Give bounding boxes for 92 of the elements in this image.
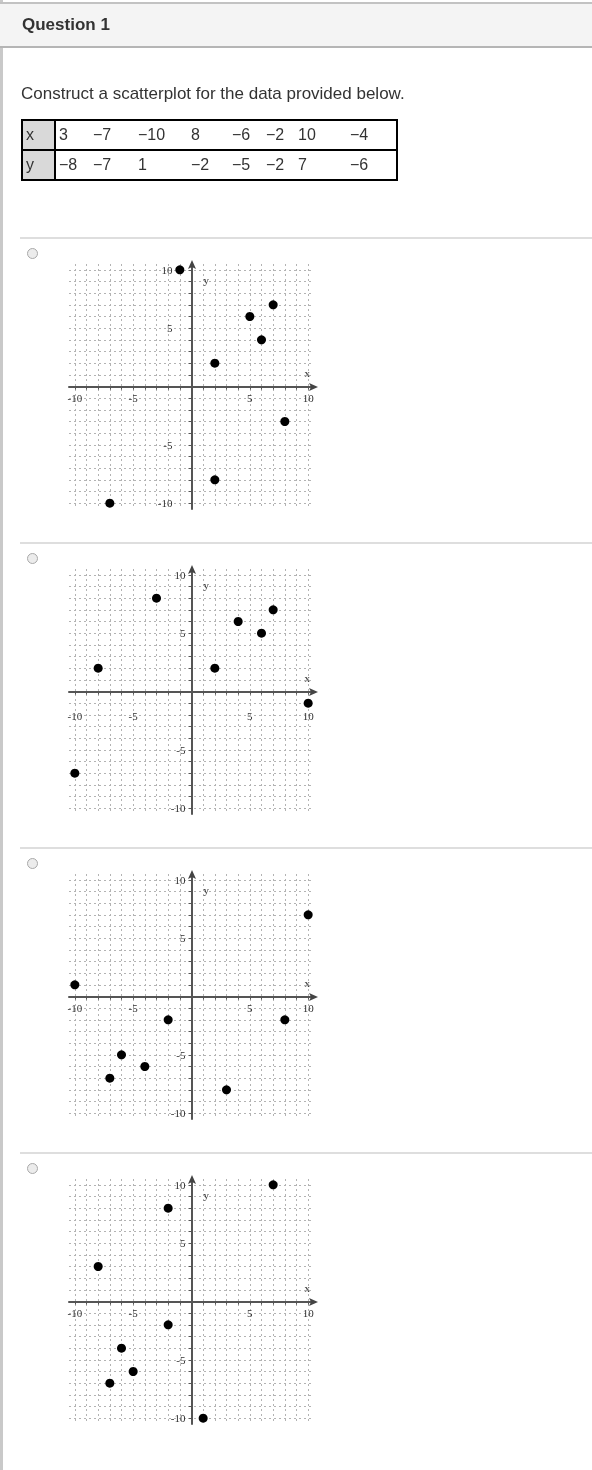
text: −2 bbox=[263, 150, 295, 180]
point bbox=[105, 1378, 115, 1388]
point bbox=[198, 1413, 208, 1423]
point bbox=[268, 300, 278, 310]
x-tick-label: 5 bbox=[247, 392, 254, 404]
point bbox=[280, 417, 290, 426]
x-tick-label: 10 bbox=[302, 1002, 315, 1014]
y-tick-label: 10 bbox=[161, 263, 173, 276]
point bbox=[93, 663, 103, 673]
x-tick-label: 10 bbox=[302, 1307, 315, 1319]
point bbox=[210, 475, 220, 485]
x-tick-label: 10 bbox=[302, 392, 315, 404]
text: 1 bbox=[135, 150, 188, 180]
point bbox=[140, 1062, 150, 1071]
text: −8 bbox=[55, 150, 90, 180]
y-tick-label: -5 bbox=[176, 743, 186, 756]
text: −2 bbox=[188, 150, 229, 180]
y-tick-label: -5 bbox=[163, 438, 173, 451]
point bbox=[257, 628, 266, 638]
y-tick-label: -10 bbox=[170, 1107, 186, 1120]
point bbox=[303, 910, 313, 920]
y-tick-label: 5 bbox=[167, 322, 173, 335]
x-tick-label: -5 bbox=[128, 392, 139, 404]
y-axis-title: y bbox=[203, 884, 210, 896]
x-tick-label: 5 bbox=[247, 710, 254, 722]
x-axis-title: x bbox=[304, 367, 311, 379]
x-tick-label: -5 bbox=[128, 1002, 139, 1014]
text: −6 bbox=[231, 125, 252, 145]
point bbox=[163, 1015, 173, 1025]
point bbox=[280, 1015, 290, 1025]
x-tick-label: -10 bbox=[67, 1002, 83, 1014]
text: Question 1 bbox=[22, 15, 110, 35]
y-tick-label: 5 bbox=[180, 1237, 186, 1250]
y-axis-title: y bbox=[203, 579, 210, 591]
point bbox=[257, 335, 266, 345]
point bbox=[175, 265, 185, 275]
text: −5 bbox=[229, 150, 263, 180]
y-axis-title: y bbox=[203, 274, 210, 286]
point bbox=[233, 617, 243, 626]
point bbox=[222, 1085, 231, 1095]
point bbox=[117, 1343, 126, 1353]
x-axis-title: x bbox=[304, 1282, 311, 1294]
x-tick-label: 5 bbox=[247, 1002, 254, 1014]
point bbox=[210, 663, 220, 673]
text: Construct a scatterplot for the data provided below. bbox=[21, 84, 405, 104]
y-tick-label: -5 bbox=[176, 1353, 186, 1366]
x-axis-title: x bbox=[304, 672, 311, 684]
y-tick-label: 5 bbox=[180, 627, 186, 640]
y-tick-label: 10 bbox=[174, 1178, 186, 1191]
point bbox=[210, 358, 220, 368]
point bbox=[93, 1262, 103, 1271]
point bbox=[152, 593, 161, 603]
point bbox=[70, 768, 80, 778]
y-tick-label: -10 bbox=[170, 802, 186, 815]
point bbox=[128, 1367, 138, 1376]
y-tick-label: -5 bbox=[176, 1048, 186, 1061]
y-tick-label: 10 bbox=[174, 873, 186, 886]
text: y bbox=[22, 150, 55, 180]
text: −2 bbox=[265, 125, 286, 145]
point bbox=[105, 1073, 115, 1083]
y-tick-label: 10 bbox=[174, 568, 186, 581]
text: 3 bbox=[58, 125, 69, 145]
point bbox=[163, 1203, 173, 1213]
point bbox=[268, 605, 278, 615]
text: −10 bbox=[137, 125, 167, 145]
y-tick-label: -10 bbox=[157, 497, 173, 510]
x-tick-label: 10 bbox=[302, 710, 315, 722]
text: 7 bbox=[295, 150, 347, 180]
text: −7 bbox=[92, 125, 113, 145]
point bbox=[268, 1180, 278, 1190]
point bbox=[245, 312, 255, 321]
x-tick-label: -10 bbox=[67, 392, 83, 404]
point bbox=[303, 698, 313, 708]
text: −7 bbox=[90, 150, 135, 180]
text: 8 bbox=[190, 125, 201, 145]
y-tick-label: -10 bbox=[170, 1412, 186, 1425]
y-tick-label: 5 bbox=[180, 932, 186, 945]
text: −4 bbox=[349, 125, 370, 145]
x-tick-label: -10 bbox=[67, 710, 83, 722]
x-tick-label: -5 bbox=[128, 1307, 139, 1319]
y-axis-title: y bbox=[203, 1189, 210, 1201]
x-tick-label: -5 bbox=[128, 710, 139, 722]
text: −6 bbox=[347, 150, 397, 180]
text: 10 bbox=[297, 125, 317, 145]
x-tick-label: 5 bbox=[247, 1307, 254, 1319]
x-axis-title: x bbox=[304, 977, 311, 989]
x-tick-label: -10 bbox=[67, 1307, 83, 1319]
point bbox=[105, 498, 115, 508]
point bbox=[70, 980, 80, 990]
point bbox=[117, 1050, 126, 1060]
text: x bbox=[22, 120, 55, 150]
point bbox=[163, 1320, 173, 1330]
